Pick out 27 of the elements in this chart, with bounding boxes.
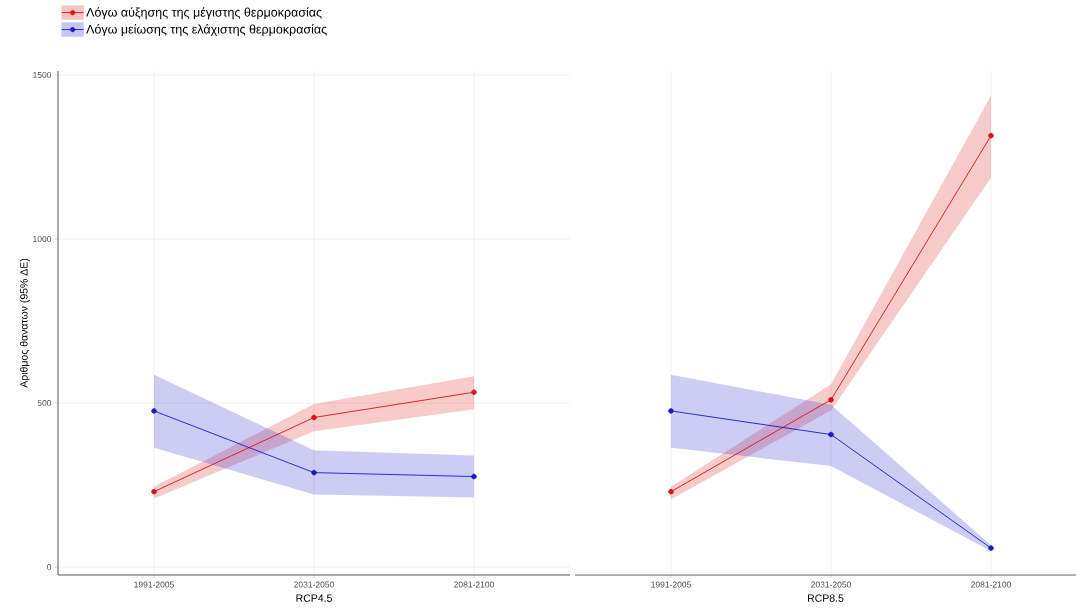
point: [151, 488, 157, 495]
x-tick-label: 2081-2100: [971, 581, 1011, 588]
point: [151, 408, 157, 414]
x-tick-label: 2081-2100: [454, 581, 494, 588]
x-axis-title: RCP4.5: [296, 594, 332, 602]
x-tick-label: 2031-2050: [294, 581, 334, 588]
point: [311, 414, 317, 421]
point: [828, 431, 834, 438]
y-axis-title: Αριθμος θανατων (95% ΔΕ): [19, 258, 30, 388]
y-tick-label: 1500: [33, 71, 52, 78]
point: [988, 132, 994, 139]
point: [988, 545, 994, 551]
y-tick-label: 0: [47, 564, 52, 571]
x-tick-label: 2031-2050: [811, 581, 851, 588]
point: [471, 473, 477, 480]
legend-label: Λόγω αύξησης της μέγιστης θερμοκρασίας: [86, 7, 322, 20]
legend-label: Λόγω μείωσης της ελάχιστης θερμοκρασίας: [86, 24, 327, 37]
point: [828, 397, 834, 403]
point: [311, 469, 317, 476]
x-tick-label: 1991-2005: [134, 581, 174, 588]
point: [668, 408, 674, 414]
x-tick-label: 1991-2005: [651, 581, 691, 588]
y-tick-label: 500: [37, 400, 52, 407]
point: [471, 389, 477, 395]
point: [668, 488, 674, 495]
y-tick-label: 1000: [33, 235, 52, 242]
x-axis-title: RCP8.5: [807, 594, 844, 602]
